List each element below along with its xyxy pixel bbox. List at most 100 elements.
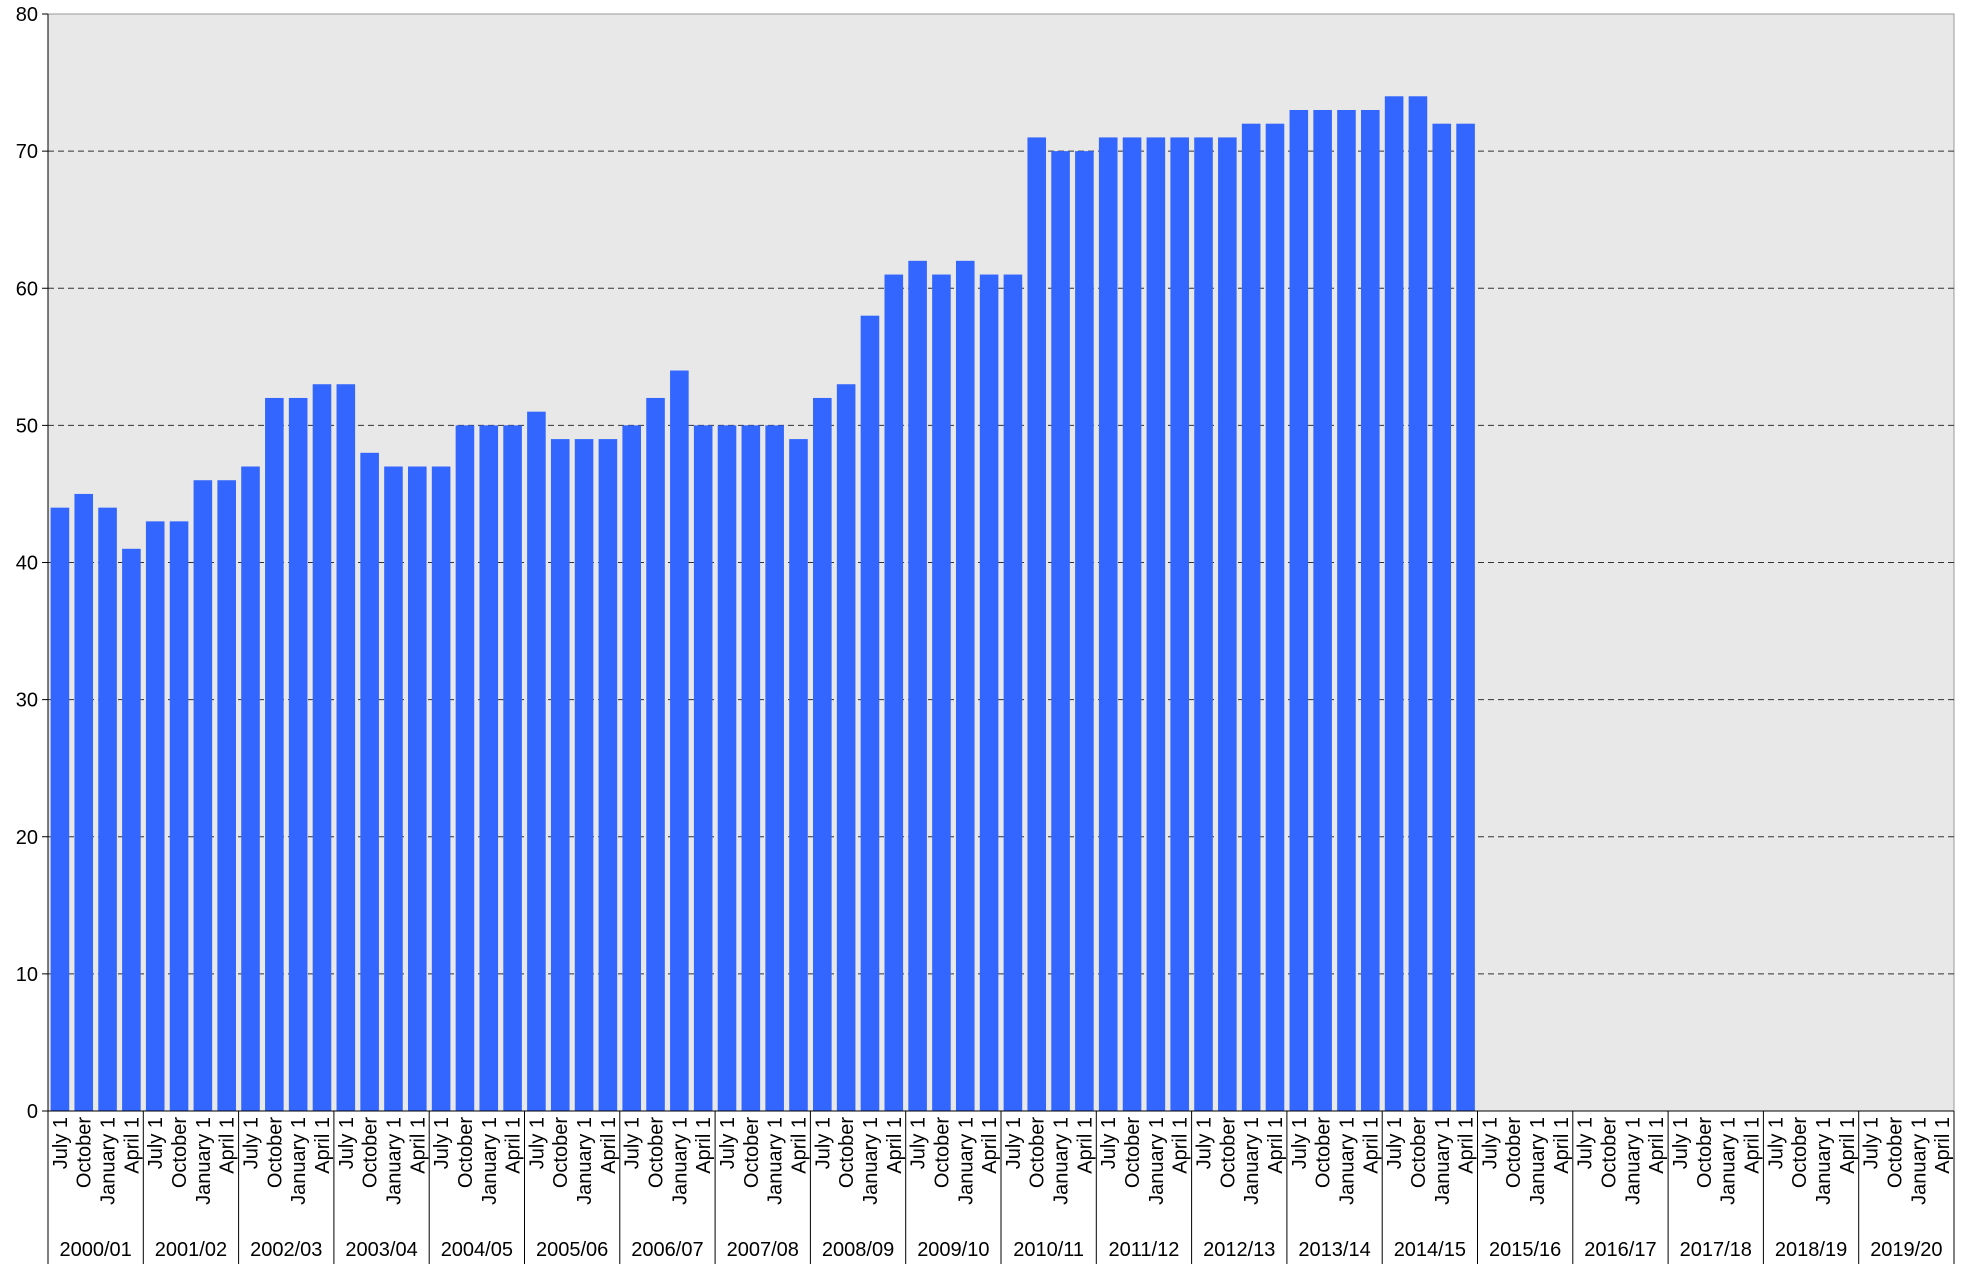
group-label: 2015/16 [1489, 1239, 1561, 1261]
x-tick-label: January 1 [1146, 1117, 1168, 1205]
bar [1337, 109, 1356, 1112]
x-tick-label: April 1 [1837, 1117, 1859, 1174]
x-tick-label: January 1 [98, 1117, 120, 1205]
bar [1432, 123, 1452, 1111]
x-tick-label: October [1694, 1117, 1716, 1188]
bar [265, 397, 284, 1111]
x-tick-label: July 1 [1765, 1117, 1787, 1169]
x-tick-label: July 1 [241, 1117, 263, 1169]
y-tick-label: 30 [16, 690, 38, 712]
x-tick-label: April 1 [121, 1117, 143, 1174]
y-tick-label: 50 [16, 415, 38, 437]
bar [241, 466, 260, 1111]
bar [479, 425, 499, 1111]
bar [1194, 137, 1213, 1112]
x-tick-label: January 1 [1908, 1117, 1930, 1205]
group-label: 2017/18 [1680, 1239, 1752, 1261]
x-tick-label: April 1 [979, 1117, 1001, 1174]
y-tick-label: 20 [16, 827, 38, 849]
x-tick-label: October [1217, 1117, 1239, 1188]
x-tick-label: July 1 [812, 1117, 834, 1169]
x-tick-label: April 1 [1170, 1117, 1192, 1174]
x-tick-label: January 1 [860, 1117, 882, 1205]
x-tick-label: October [550, 1117, 572, 1188]
x-tick-label: October [741, 1117, 763, 1188]
bar [1170, 137, 1189, 1112]
x-tick-label: July 1 [1003, 1117, 1025, 1169]
x-tick-label: October [836, 1117, 858, 1188]
bar [1384, 96, 1404, 1111]
bar [836, 384, 856, 1111]
group-label: 2011/12 [1109, 1239, 1180, 1261]
bar [979, 274, 999, 1112]
bar [360, 452, 379, 1111]
x-tick-label: April 1 [1265, 1117, 1287, 1174]
bar [598, 439, 618, 1111]
x-tick-label: April 1 [1456, 1117, 1478, 1174]
bar [574, 439, 594, 1111]
bar [1051, 151, 1070, 1111]
bar [741, 425, 761, 1111]
bar [765, 425, 784, 1111]
x-tick-label: January 1 [383, 1117, 405, 1205]
x-tick-label: October [1027, 1117, 1049, 1188]
bar [122, 548, 141, 1111]
y-tick-label: 10 [16, 964, 38, 986]
x-tick-label: July 1 [1479, 1117, 1501, 1169]
x-tick-label: January 1 [288, 1117, 310, 1205]
bar [717, 425, 737, 1111]
bar [407, 466, 427, 1111]
x-tick-label: April 1 [1741, 1117, 1763, 1174]
bar [884, 274, 904, 1112]
bar [336, 384, 356, 1111]
x-tick-label: July 1 [50, 1117, 72, 1169]
bar [193, 480, 213, 1112]
y-tick-label: 80 [16, 4, 38, 26]
x-tick-label: July 1 [1575, 1117, 1597, 1169]
x-tick-label: October [1313, 1117, 1335, 1188]
group-label: 2012/13 [1203, 1239, 1275, 1261]
x-tick-label: April 1 [217, 1117, 239, 1174]
x-tick-label: July 1 [1194, 1117, 1216, 1169]
x-tick-label: October [646, 1117, 668, 1188]
x-tick-label: July 1 [336, 1117, 358, 1169]
bar [1218, 137, 1237, 1112]
x-tick-label: October [455, 1117, 477, 1188]
y-tick-label: 60 [16, 278, 38, 300]
x-tick-label: July 1 [622, 1117, 644, 1169]
bar [503, 425, 522, 1111]
bar [1456, 123, 1475, 1111]
bar [384, 466, 403, 1111]
x-tick-label: October [1503, 1117, 1525, 1188]
x-tick-label: January 1 [669, 1117, 691, 1205]
bar [169, 521, 189, 1111]
bar [50, 507, 70, 1111]
x-tick-label: July 1 [908, 1117, 930, 1169]
bar [932, 274, 951, 1112]
bar [1075, 151, 1094, 1111]
bar [813, 397, 832, 1111]
x-tick-label: July 1 [1670, 1117, 1692, 1169]
y-tick-label: 0 [27, 1101, 38, 1123]
bar [98, 507, 117, 1111]
group-label: 2007/08 [727, 1239, 799, 1261]
y-tick-label: 70 [16, 141, 38, 163]
x-tick-label: January 1 [1527, 1117, 1549, 1205]
x-tick-label: October [74, 1117, 96, 1188]
x-tick-label: April 1 [407, 1117, 429, 1174]
x-tick-label: April 1 [312, 1117, 334, 1174]
x-tick-label: January 1 [1336, 1117, 1358, 1205]
x-tick-label: January 1 [1241, 1117, 1263, 1205]
group-label: 2001/02 [155, 1239, 227, 1261]
group-label: 2004/05 [441, 1239, 513, 1261]
bar [646, 397, 665, 1111]
bar [1027, 137, 1047, 1112]
group-label: 2014/15 [1394, 1239, 1466, 1261]
x-tick-label: October [931, 1117, 953, 1188]
group-label: 2019/20 [1870, 1239, 1942, 1261]
group-label: 2006/07 [631, 1239, 703, 1261]
bar [1122, 137, 1142, 1112]
group-label: 2018/19 [1775, 1239, 1847, 1261]
x-tick-label: January 1 [765, 1117, 787, 1205]
bar [1360, 109, 1380, 1112]
